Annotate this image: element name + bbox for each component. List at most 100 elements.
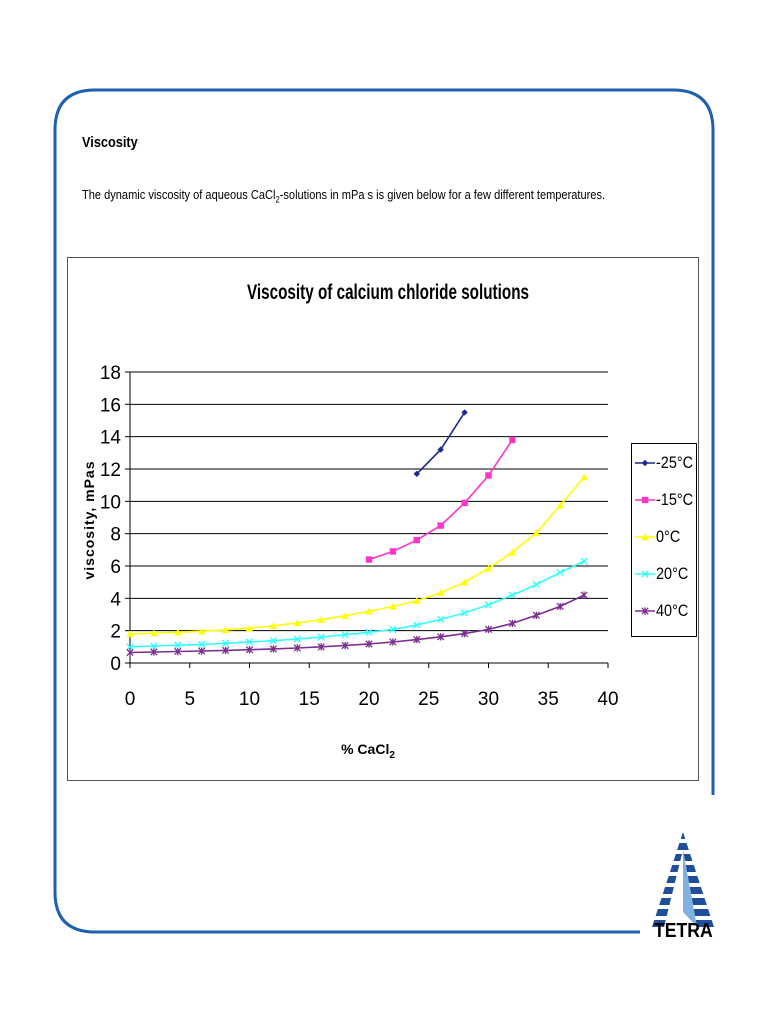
legend-item: -25°C [632,453,698,473]
data-point [461,409,468,416]
data-point [174,628,182,636]
data-point [269,622,278,630]
data-point [508,591,517,599]
data-point [269,636,278,645]
data-point [437,522,444,529]
data-point [126,630,134,638]
data-point [580,591,588,599]
chart-container: Viscosity of calcium chloride solutions … [67,257,699,781]
series-line [129,560,585,648]
data-point [413,621,421,629]
data-point [221,626,230,634]
data-point [317,633,325,641]
data-point [293,644,301,652]
y-tick-label: 4 [110,589,121,610]
x-tick-label: 10 [239,689,260,710]
series-line [129,476,585,635]
y-tick-label: 8 [110,525,121,546]
legend-item: -15°C [632,490,698,510]
data-point [413,536,420,544]
data-point [508,548,517,556]
x-tick-label: 0 [125,689,136,710]
data-point [317,615,325,623]
y-tick-label: 14 [100,428,122,449]
data-point [365,640,373,648]
legend-swatch-marker [641,459,649,467]
data-point [437,446,444,453]
legend-label: 20°C [656,564,689,583]
data-point [150,648,158,656]
legend-item: 40°C [632,601,698,621]
y-tick-label: 2 [110,622,121,643]
data-point [413,597,421,604]
legend-swatch [635,496,655,504]
data-point [126,648,134,657]
page-heading: Viscosity [82,134,138,151]
data-point [437,633,445,641]
legend-label: 0°C [656,527,681,546]
x-tick-label: 25 [418,689,439,710]
x-tick-label: 30 [478,689,499,710]
x-tick-label: 5 [184,689,195,710]
data-point [556,501,564,509]
data-point [484,601,493,609]
legend-item: 0°C [632,527,698,547]
data-point [269,645,278,653]
data-point [508,619,517,628]
data-point [484,625,493,634]
data-point [293,635,301,643]
x-tick-label: 15 [299,689,320,710]
intro-subscript: 2 [275,194,280,205]
legend-swatch [635,607,655,615]
data-point [245,646,254,654]
data-point [365,607,373,615]
y-tick-label: 6 [110,557,121,578]
x-tick-label: 35 [538,689,559,710]
y-tick-label: 12 [100,460,121,481]
legend-swatch-marker [641,570,649,578]
data-point [126,643,134,651]
data-point [389,548,397,555]
data-point [437,615,445,624]
data-point [389,625,397,634]
data-point [221,646,230,655]
legend-swatch [635,459,655,467]
intro-text: The dynamic viscosity of aqueous CaCl2-s… [82,187,605,205]
legend-label: 40°C [656,601,689,620]
intro-text-start: The dynamic viscosity of aqueous CaCl [82,187,276,202]
y-tick-label: 0 [110,654,121,675]
data-point [532,580,540,589]
data-point [245,624,254,632]
data-point [198,640,206,649]
data-point [413,635,421,644]
data-point [198,647,206,655]
x-tick-label: 40 [597,689,618,710]
data-point [461,499,468,507]
data-point [245,638,254,646]
legend-swatch-marker [641,533,649,541]
x-tick-label: 20 [358,689,379,710]
data-point [556,602,564,611]
data-point [174,641,182,649]
intro-text-end: -solutions in mPa s is given below for a… [279,187,606,202]
data-point [532,611,540,620]
legend-swatch [635,533,655,541]
legend-label: -25°C [656,453,694,472]
data-point [341,612,349,619]
data-point [460,609,469,617]
data-point [532,529,540,537]
series-line [129,594,585,654]
data-point [509,436,516,444]
legend-swatch-marker [641,607,649,615]
tetra-logo-icon [652,832,714,927]
y-tick-label: 18 [100,363,121,384]
chart-title: Viscosity of calcium chloride solutions [247,281,529,304]
data-point [460,629,469,638]
tetra-logo-text: TETRA [654,920,713,942]
data-point [413,470,420,478]
data-point [437,588,445,596]
x-axis-label-main: % CaCl [341,741,389,757]
x-axis-label: % CaCl2 [341,741,395,761]
y-axis-label: viscosity, mPas [81,460,97,579]
